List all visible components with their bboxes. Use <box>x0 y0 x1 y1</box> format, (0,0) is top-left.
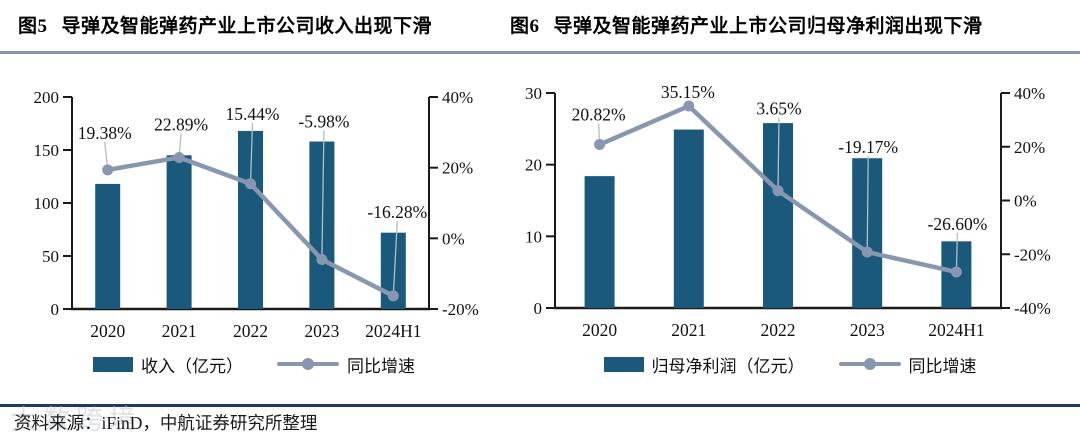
footer-rule <box>0 404 1080 407</box>
left-axis-tick-label: 20 <box>525 156 542 175</box>
chart1-title: 图5 导弹及智能弹药产业上市公司收入出现下滑 <box>18 11 432 38</box>
left-axis-tick-label: 0 <box>534 299 543 318</box>
growth-marker-2023 <box>316 253 328 265</box>
chart1-fig-label: 图5 <box>18 16 48 37</box>
line-series-swatch <box>277 357 339 371</box>
growth-marker-2022 <box>772 185 784 197</box>
source-line: 资料来源：iFinD，中航证券研究所整理 <box>14 413 318 433</box>
chart1-legend-line-item: 同比增速 <box>277 352 415 377</box>
bar-series-swatch <box>603 356 644 372</box>
growth-marker-2024H1 <box>387 290 399 302</box>
chart2-fig-label: 图6 <box>510 16 540 37</box>
growth-data-label: 35.15% <box>661 82 715 102</box>
growth-data-label: -16.28% <box>367 202 427 222</box>
growth-marker-2020 <box>594 139 606 151</box>
net-profit-combo-chart: 0 10 20 30 40% 20% 0% -20% -40% 20.82% 35.15% 3.65%… <box>525 82 1051 340</box>
label-leader-line <box>249 122 254 184</box>
right-axis-tick-label: 40% <box>442 88 473 107</box>
growth-marker-2020 <box>102 164 114 176</box>
bar-2021 <box>166 155 192 309</box>
chart2-title: 图6 导弹及智能弹药产业上市公司归母净利润出现下滑 <box>510 11 983 38</box>
bar-2020 <box>584 176 615 308</box>
right-axis-tick-label: 0% <box>442 229 465 248</box>
chart2-legend: 归母净利润（亿元） 同比增速 <box>500 352 1080 376</box>
bar-2021 <box>673 129 704 308</box>
growth-data-label: 19.38% <box>78 123 132 143</box>
growth-data-label: 22.89% <box>154 114 208 134</box>
x-axis-category-label: 2023 <box>850 320 885 340</box>
bar-series-swatch <box>93 356 133 372</box>
growth-marker-2024H1 <box>950 266 962 278</box>
chart2-legend-bar-item: 归母净利润（亿元） <box>603 352 805 377</box>
growth-marker-2023 <box>861 246 873 258</box>
growth-data-label: -26.60% <box>928 214 988 234</box>
growth-data-label: -19.17% <box>838 137 898 157</box>
growth-data-label: 20.82% <box>572 105 626 125</box>
line-series-label: 同比增速 <box>347 356 415 376</box>
line-series-label: 同比增速 <box>908 356 977 376</box>
right-axis-tick-label: -40% <box>1014 299 1051 318</box>
growth-marker-2021 <box>683 100 695 112</box>
right-axis-tick-label: -20% <box>1014 245 1051 264</box>
right-axis-tick-label: 40% <box>1014 84 1045 103</box>
left-axis-tick-label: 100 <box>34 194 60 213</box>
line-series-swatch <box>838 357 901 371</box>
growth-data-label: 3.65% <box>756 99 801 119</box>
left-axis-tick-label: 30 <box>525 84 542 103</box>
growth-data-label: -5.98% <box>298 111 349 131</box>
label-leader-line <box>955 232 959 273</box>
chart1-legend-bar-item: 收入（亿元） <box>93 352 243 377</box>
x-axis-category-label: 2021 <box>671 320 706 340</box>
label-leader-line <box>392 220 398 296</box>
right-axis-tick-label: -20% <box>442 300 479 319</box>
label-leader-line <box>321 130 325 260</box>
x-axis-category-label: 2020 <box>90 321 125 341</box>
label-leader-line <box>866 156 869 253</box>
left-axis-tick-label: 150 <box>34 141 60 160</box>
right-axis-tick-label: 20% <box>1014 138 1045 157</box>
left-axis-tick-label: 200 <box>34 88 60 107</box>
bar-2022 <box>238 130 263 309</box>
growth-marker-2021 <box>173 151 185 163</box>
x-axis-category-label: 2024H1 <box>928 320 984 340</box>
chart1-legend: 收入（亿元） 同比增速 <box>8 352 500 376</box>
growth-data-label: 15.44% <box>226 104 280 124</box>
chart1-title-text: 导弹及智能弹药产业上市公司收入出现下滑 <box>61 16 433 37</box>
watermark-text: 大数跨境 <box>10 405 142 435</box>
x-axis-category-label: 2022 <box>233 321 268 341</box>
x-axis-category-label: 2020 <box>582 320 617 340</box>
bar-2020 <box>95 183 121 309</box>
left-axis-tick-label: 10 <box>525 227 542 246</box>
bar-series-label: 归母净利润（亿元） <box>651 356 805 376</box>
left-axis-tick-label: 0 <box>51 300 60 319</box>
right-axis-tick-label: 20% <box>442 159 473 178</box>
x-axis-category-label: 2022 <box>761 320 796 340</box>
x-axis-category-label: 2021 <box>162 321 197 341</box>
title-underline-rule <box>0 51 1080 54</box>
x-axis-category-label: 2024H1 <box>365 321 421 341</box>
left-axis-tick-label: 50 <box>42 247 59 266</box>
chart2-legend-line-item: 同比增速 <box>838 352 977 377</box>
bar-series-label: 收入（亿元） <box>141 356 243 376</box>
chart2-title-text: 导弹及智能弹药产业上市公司归母净利润出现下滑 <box>553 16 983 37</box>
growth-marker-2022 <box>245 178 256 190</box>
x-axis-category-label: 2023 <box>304 321 339 341</box>
label-leader-line <box>777 117 780 191</box>
right-axis-tick-label: 0% <box>1014 192 1037 211</box>
revenue-combo-chart: 0 50 100 150 200 40% 20% 0% -20% 19.38% 22.89% 15.4… <box>34 88 479 341</box>
